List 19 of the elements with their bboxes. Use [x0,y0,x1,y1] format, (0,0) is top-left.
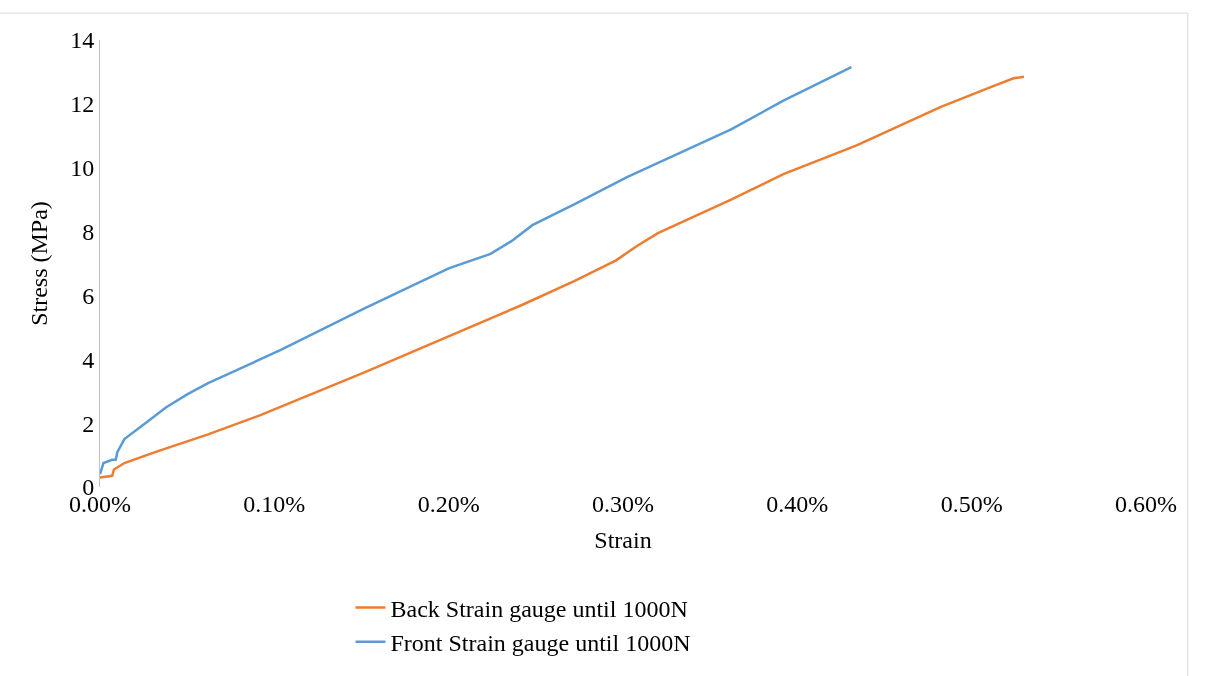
x-tick-label: 0.60% [1115,491,1177,517]
y-tick-label: 10 [70,155,95,182]
y-axis-title: Stress (MPa) [26,201,53,326]
y-tick-label: 14 [70,27,95,54]
y-tick-label: 4 [82,346,95,373]
x-tick-label: 0.30% [592,491,654,517]
legend-label: Front Strain gauge until 1000N [390,630,691,656]
x-tick-label: 0.40% [766,491,829,517]
y-tick-label: 12 [70,91,95,118]
x-tick-label: 0.10% [243,491,306,517]
line-series [100,65,853,476]
y-tick-label: 6 [82,282,95,309]
y-tick-label: 8 [82,218,95,245]
x-tick-label: 0.20% [417,491,480,517]
legend-label: Back Strain gauge until 1000N [390,595,688,622]
x-axis-title: Strain [594,527,652,554]
y-tick-label: 2 [82,410,95,437]
x-tick-label: 0.50% [940,491,1003,517]
line-series [100,75,1026,479]
